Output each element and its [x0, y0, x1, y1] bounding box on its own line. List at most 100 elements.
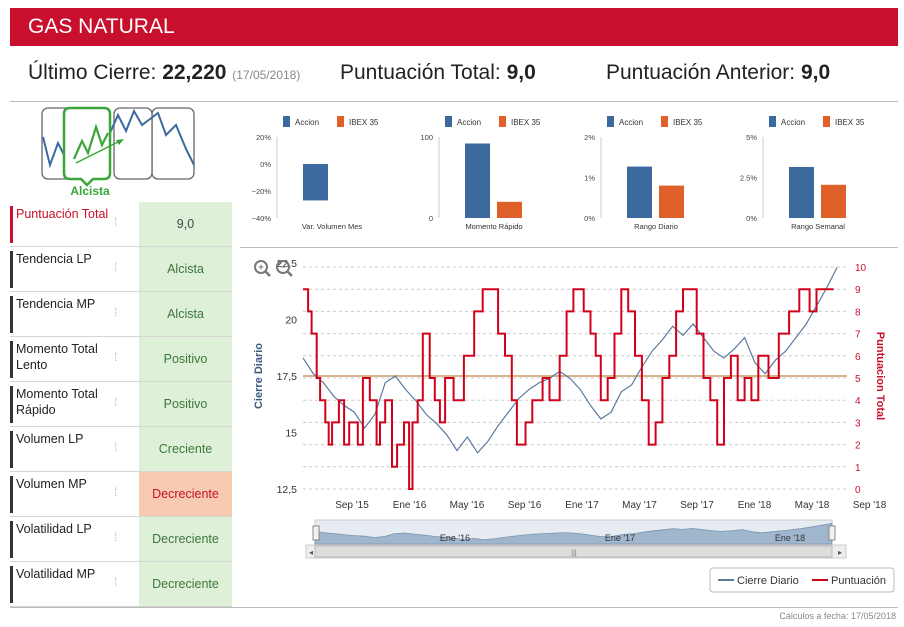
- navigator-label: Ene '18: [775, 533, 805, 543]
- indicator-label: Tendencia MP: [10, 296, 115, 333]
- info-icon[interactable]: ⁞: [114, 485, 118, 499]
- summary-bar: Último Cierre: 22,220 (17/05/2018) Puntu…: [10, 58, 898, 94]
- x-axis-label: May '16: [450, 500, 485, 511]
- right-axis-tick: 5: [855, 374, 861, 385]
- mini-tick-label: 1%: [584, 174, 595, 183]
- mini-tick-label: 0%: [746, 214, 757, 223]
- calculation-date-note: Cálculos a fecha: 17/05/2018: [779, 611, 896, 621]
- legend-label[interactable]: Cierre Diario: [737, 575, 799, 587]
- indicator-row: Momento Total Lento ⁞ Positivo: [10, 337, 232, 382]
- left-axis-title: Cierre Diario: [253, 343, 265, 409]
- info-icon[interactable]: ⁞: [114, 395, 118, 409]
- navigator-label: Ene '16: [440, 533, 470, 543]
- left-axis-tick: 12,5: [277, 484, 298, 496]
- info-icon[interactable]: ⁞: [114, 350, 118, 364]
- right-axis-tick: 6: [855, 352, 861, 363]
- legend-label: Accion: [295, 118, 319, 127]
- mini-bar: [627, 166, 652, 218]
- x-axis-label: May '17: [622, 500, 657, 511]
- indicator-label: Puntuación Total: [10, 206, 115, 243]
- svg-text:|||: |||: [571, 550, 577, 557]
- indicator-value: Positivo: [139, 337, 232, 381]
- indicator-label: Volumen LP: [10, 431, 115, 468]
- legend-label: IBEX 35: [511, 118, 541, 127]
- mini-bar-charts: Accion IBEX 35 20% 0% −20% −40% Var. Volumen M…: [252, 116, 865, 231]
- mini-chart: Accion IBEX 35 20% 0% −20% −40% Var. Volumen M…: [252, 116, 379, 231]
- navigator-area: [314, 522, 833, 545]
- mini-chart-title: Momento Rápido: [465, 222, 522, 231]
- series-line-puntuacion: [303, 288, 834, 490]
- page-title: GAS NATURAL: [10, 8, 898, 46]
- left-axis-tick: 15: [285, 428, 297, 440]
- navigator-handle-right[interactable]: [828, 525, 836, 541]
- divider: [10, 607, 898, 608]
- last-close-value: 22,220: [162, 61, 227, 84]
- trend-icon-panel: Alcista: [41, 106, 195, 198]
- mini-tick-label: 0%: [260, 160, 271, 169]
- info-icon[interactable]: ⁞: [114, 260, 118, 274]
- info-icon[interactable]: ⁞: [114, 530, 118, 544]
- indicator-value: Decreciente: [139, 517, 232, 561]
- mini-bar: [303, 164, 328, 201]
- range-navigator[interactable]: Ene '16 Ene '17 Ene '18: [312, 519, 836, 545]
- x-axis-label: Sep '17: [680, 500, 714, 511]
- legend-swatch-accion: [607, 116, 614, 127]
- info-icon[interactable]: ⁞: [114, 575, 118, 589]
- mini-chart: Accion IBEX 35 5% 2.5% 0% Rango Semanal: [740, 116, 865, 231]
- mini-chart: Accion IBEX 35 100 0 Momento Rápido: [420, 116, 541, 231]
- trend-active-card: [62, 106, 112, 187]
- last-close-label: Último Cierre:: [28, 61, 157, 84]
- left-axis-tick: 17,5: [277, 371, 298, 383]
- indicator-row: Puntuación Total ⁞ 9,0: [10, 202, 232, 247]
- info-icon[interactable]: ⁞: [114, 440, 118, 454]
- mini-bar: [497, 201, 522, 218]
- mini-chart-title: Rango Diario: [634, 222, 678, 231]
- x-axis-label: Sep '15: [335, 500, 369, 511]
- info-icon[interactable]: ⁞: [114, 215, 118, 229]
- mini-chart-title: Var. Volumen Mes: [302, 222, 363, 231]
- right-axis-tick: 9: [855, 285, 861, 296]
- mini-tick-label: 2.5%: [740, 174, 757, 183]
- info-icon[interactable]: ⁞: [114, 305, 118, 319]
- left-axis-tick: 20: [285, 315, 297, 327]
- x-axis-label: Ene '17: [565, 500, 599, 511]
- legend-swatch-accion: [283, 116, 290, 127]
- indicator-label: Volumen MP: [10, 476, 115, 513]
- mini-bar: [659, 185, 684, 218]
- trend-arrow-icon: [75, 140, 121, 164]
- legend-swatch-accion: [445, 116, 452, 127]
- indicator-row: Tendencia MP ⁞ Alcista: [10, 292, 232, 337]
- indicator-row: Tendencia LP ⁞ Alcista: [10, 247, 232, 292]
- mini-tick-label: 100: [420, 133, 433, 142]
- indicator-value: Decreciente: [139, 472, 232, 516]
- mini-bar: [789, 166, 814, 218]
- divider: [240, 247, 898, 248]
- mini-tick-label: −20%: [252, 187, 272, 196]
- navigator-handle-left[interactable]: [312, 525, 320, 541]
- mini-tick-label: −40%: [252, 214, 272, 223]
- trend-label: Alcista: [70, 184, 110, 198]
- indicator-table: Puntuación Total ⁞ 9,0 Tendencia LP ⁞ Alcista…: [10, 202, 232, 607]
- mini-tick-label: 20%: [256, 133, 271, 142]
- legend-label[interactable]: Puntuación: [831, 575, 886, 587]
- mini-chart: Accion IBEX 35 2% 1% 0% Rango Diario: [584, 116, 703, 231]
- mini-tick-label: 0%: [584, 214, 595, 223]
- right-axis-tick: 3: [855, 418, 861, 429]
- zoom-in-icon[interactable]: +: [254, 260, 271, 277]
- legend-label: Accion: [457, 118, 481, 127]
- legend-label: IBEX 35: [349, 118, 379, 127]
- zoom-out-icon[interactable]: −: [276, 260, 293, 277]
- series-line-cierre: [302, 267, 838, 454]
- svg-text:−: −: [280, 262, 285, 272]
- chart-legend: Cierre Diario Puntuación: [709, 567, 895, 593]
- navigator-scrollbar[interactable]: ◂ ▸ |||: [305, 544, 847, 559]
- right-axis-tick: 8: [855, 307, 861, 318]
- right-axis-tick: 4: [855, 396, 861, 407]
- indicator-value: Creciente: [139, 427, 232, 471]
- previous-score-value: 9,0: [800, 61, 831, 84]
- mini-bar: [465, 143, 490, 218]
- x-axis-label: Sep '18: [853, 500, 887, 511]
- legend-swatch-accion: [769, 116, 776, 127]
- legend-swatch-ibex: [823, 116, 830, 127]
- previous-score: Puntuación Anterior: 9,0: [606, 61, 830, 85]
